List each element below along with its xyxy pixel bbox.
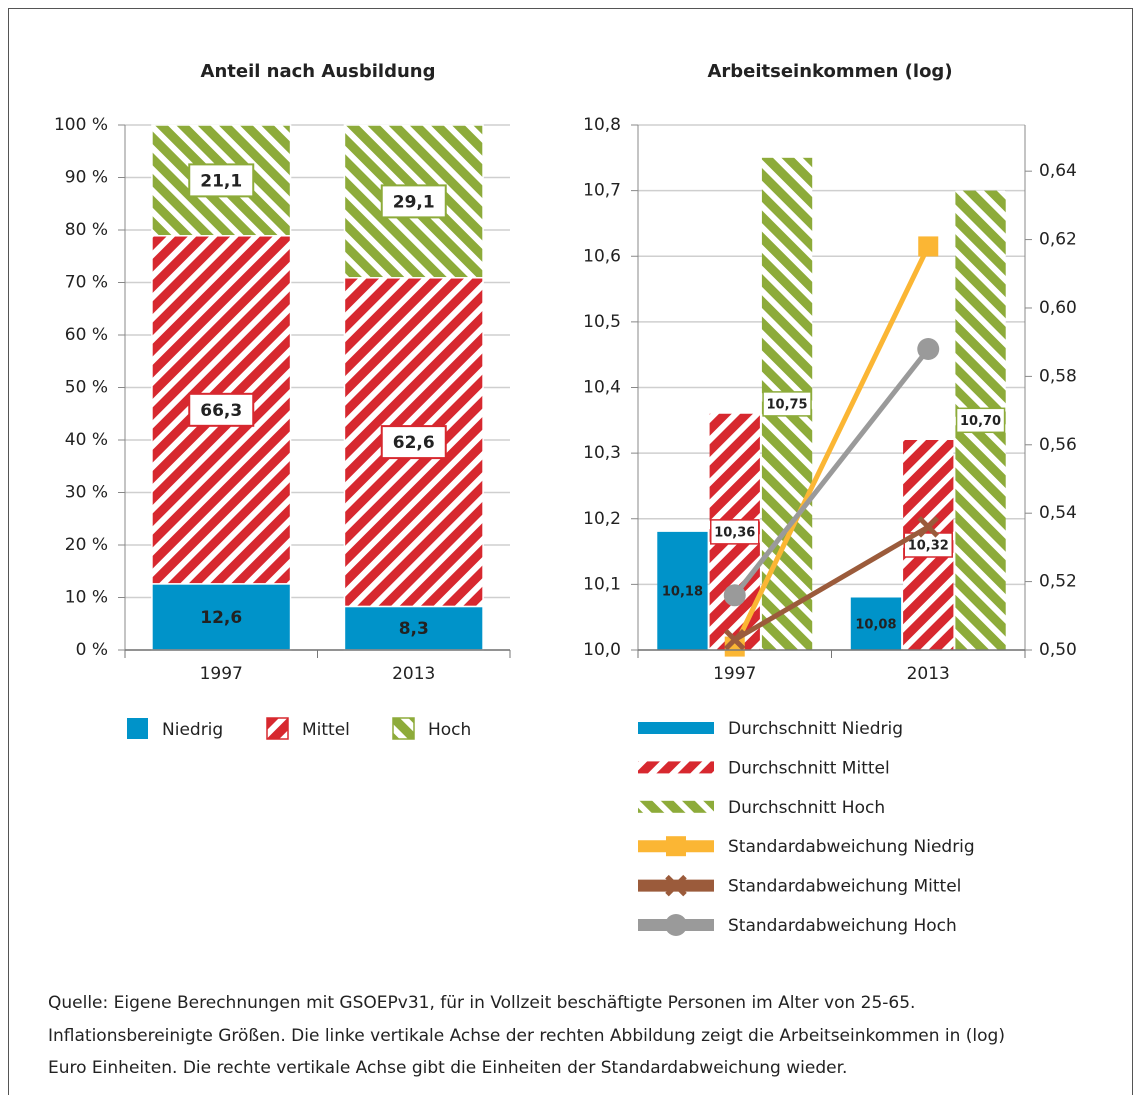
- y-tick-label: 50 %: [65, 378, 108, 398]
- value-label: 10,08: [855, 617, 896, 632]
- y-tick-label: 10,2: [583, 509, 621, 529]
- line: [732, 347, 931, 597]
- line: [733, 524, 930, 642]
- y2-tick-label: 0,54: [1039, 503, 1077, 523]
- value-label: 8,3: [399, 619, 429, 639]
- frame: [8, 8, 1133, 1095]
- value-label: 10,18: [662, 584, 703, 599]
- value-label: 10,75: [766, 397, 807, 412]
- y-tick-label: 10,3: [583, 443, 621, 463]
- value-label: 29,1: [393, 192, 435, 212]
- chart-title: Anteil nach Ausbildung: [201, 61, 436, 82]
- y-tick-label: 10,4: [583, 378, 621, 398]
- legend-label: Hoch: [428, 720, 471, 740]
- legend-swatch: [638, 761, 714, 774]
- note: Euro Einheiten. Die rechte vertikale Ach…: [48, 1058, 847, 1078]
- marker: [723, 584, 746, 607]
- legend-label: Standardabweichung Mittel: [728, 877, 961, 897]
- y-tick-label: 30 %: [65, 483, 108, 503]
- legend-marker: [665, 914, 687, 936]
- y-tick-label: 10,5: [583, 312, 621, 332]
- y-tick-label: 10,0: [583, 640, 621, 660]
- legend-swatch: [392, 717, 415, 740]
- y-tick-label: 90 %: [65, 168, 108, 188]
- marker: [723, 628, 746, 651]
- y2-tick-label: 0,58: [1039, 366, 1077, 386]
- legend-swatch: [266, 717, 289, 740]
- value-label: 66,3: [200, 401, 242, 421]
- marker: [917, 338, 940, 361]
- y2-tick-label: 0,64: [1039, 161, 1077, 181]
- y-tick-label: 40 %: [65, 430, 108, 450]
- marker: [917, 516, 940, 538]
- y2-tick-label: 0,60: [1039, 298, 1077, 318]
- x-tick-label: 2013: [392, 664, 435, 684]
- value-label-box: [955, 407, 1006, 434]
- value-label-box: [188, 392, 255, 427]
- value-label: 10,70: [960, 414, 1001, 429]
- value-label-box: [380, 425, 447, 460]
- legend-marker: [666, 836, 686, 857]
- legend-swatch: [127, 718, 148, 739]
- legend-marker: [665, 874, 687, 897]
- y-tick-label: 10,6: [583, 246, 621, 266]
- y-tick-label: 100 %: [54, 115, 108, 135]
- y-tick-label: 10 %: [65, 588, 108, 608]
- legend-label: Standardabweichung Niedrig: [728, 837, 975, 857]
- y2-tick-label: 0,52: [1039, 572, 1077, 592]
- y-tick-label: 0 %: [76, 640, 108, 660]
- legend-label: Standardabweichung Hoch: [728, 916, 957, 936]
- y-tick-label: 10,1: [583, 574, 621, 594]
- value-label-box: [188, 163, 255, 198]
- line: [732, 245, 931, 648]
- value-label: 62,6: [393, 433, 435, 453]
- x-tick-label: 1997: [200, 664, 243, 684]
- x-tick-label: 1997: [713, 664, 756, 684]
- value-label: 10,32: [908, 539, 949, 554]
- legend-label: Durchschnitt Niedrig: [728, 719, 903, 739]
- y-tick-label: 80 %: [65, 220, 108, 240]
- legend-swatch: [638, 800, 714, 813]
- y-tick-label: 10,7: [583, 181, 621, 201]
- y-tick-label: 20 %: [65, 535, 108, 555]
- bar: [850, 597, 902, 650]
- y-tick-label: 10,8: [583, 115, 621, 135]
- x-tick-label: 2013: [907, 664, 950, 684]
- note: Quelle: Eigene Berechnungen mit GSOEPv31…: [48, 993, 915, 1013]
- bar: [657, 531, 708, 650]
- y-tick-label: 60 %: [65, 325, 108, 345]
- value-label: 21,1: [200, 171, 242, 191]
- legend-swatch: [638, 722, 714, 734]
- legend-label: Durchschnitt Mittel: [728, 758, 890, 778]
- marker: [918, 236, 939, 257]
- y-tick-label: 70 %: [65, 273, 108, 293]
- value-label-box: [762, 391, 812, 417]
- legend-label: Niedrig: [162, 720, 223, 740]
- value-label: 12,6: [200, 608, 242, 628]
- note: Inflationsbereinigte Größen. Die linke v…: [48, 1026, 1005, 1046]
- value-label: 10,36: [714, 525, 755, 540]
- bar-segment: [151, 124, 292, 237]
- y2-tick-label: 0,50: [1039, 640, 1077, 660]
- value-label-box: [710, 519, 760, 545]
- legend-label: Mittel: [302, 720, 350, 740]
- y2-tick-label: 0,62: [1039, 230, 1077, 250]
- bar-segment: [151, 583, 292, 651]
- value-label-box: [380, 184, 447, 219]
- legend-label: Durchschnitt Hoch: [728, 798, 885, 818]
- y2-tick-label: 0,56: [1039, 435, 1077, 455]
- chart-title: Arbeitseinkommen (log): [707, 61, 952, 82]
